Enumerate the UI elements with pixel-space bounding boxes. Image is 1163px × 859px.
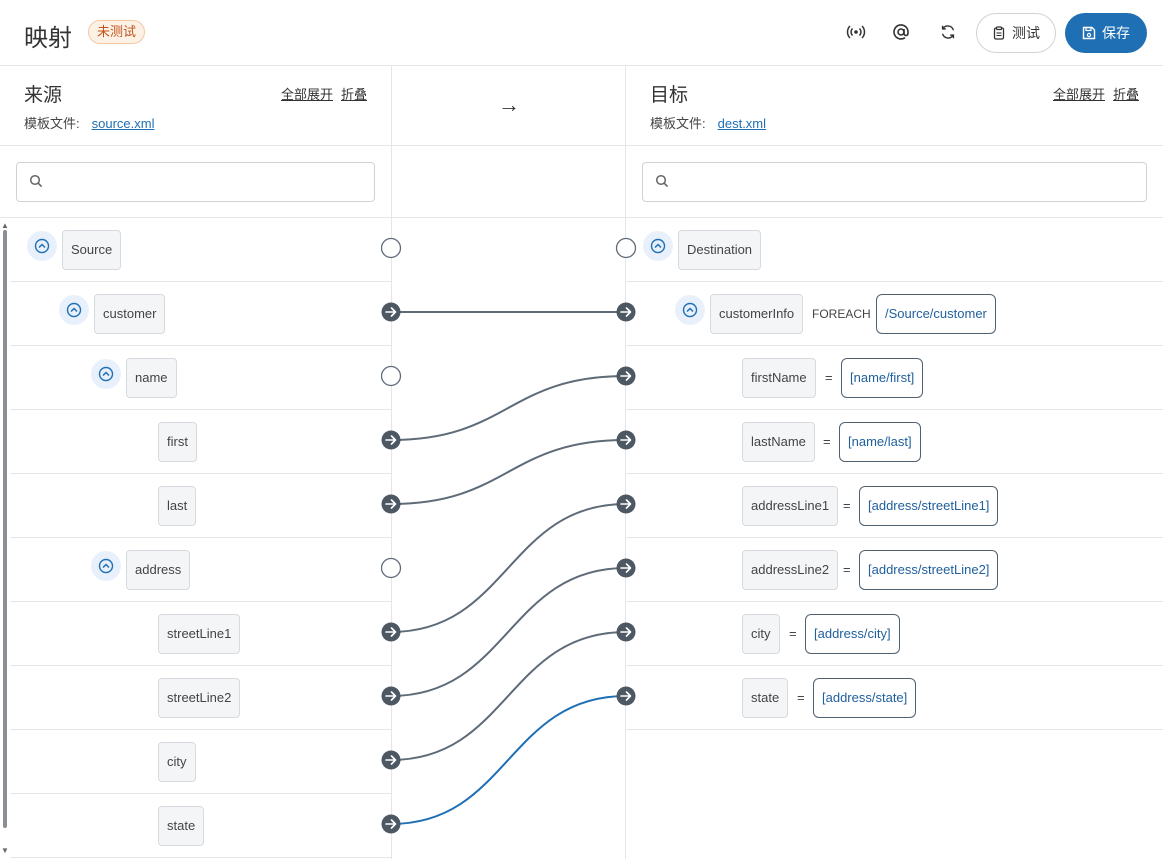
- target-node-addressline2[interactable]: addressLine2: [742, 550, 839, 590]
- at-sign-icon[interactable]: [889, 20, 913, 44]
- target-node-customerinfo[interactable]: customerInfo: [710, 294, 804, 334]
- connection-city-city: [390, 631, 627, 761]
- scroll-down-arrow[interactable]: ▼: [1, 846, 9, 855]
- mapping-expression[interactable]: [name/last]: [839, 422, 921, 462]
- source-node-name[interactable]: name: [126, 358, 177, 398]
- equals-sign: =: [797, 690, 805, 705]
- source-node-source[interactable]: Source: [62, 230, 122, 270]
- equals-sign: =: [843, 498, 851, 513]
- source-node-state[interactable]: state: [158, 806, 205, 846]
- source-search: [16, 162, 375, 202]
- connection-streetline2-addressline2: [390, 567, 627, 697]
- save-button-label: 保存: [1102, 25, 1130, 41]
- source-node-streetline1[interactable]: streetLine1: [158, 614, 241, 654]
- vertical-scrollbar[interactable]: [3, 230, 7, 828]
- source-expand-all-link[interactable]: 全部展开: [281, 87, 334, 102]
- scroll-up-arrow[interactable]: ▲: [1, 221, 9, 230]
- foreach-expression[interactable]: /Source/customer: [876, 294, 996, 334]
- section-divider: [0, 145, 1163, 146]
- port-target-city: [615, 621, 637, 643]
- target-template-link[interactable]: dest.xml: [717, 116, 767, 131]
- target-node-city[interactable]: city: [742, 614, 780, 654]
- connection-first-firstname: [390, 375, 627, 441]
- mapping-direction-arrow: →: [498, 92, 520, 117]
- source-node-last[interactable]: last: [158, 486, 197, 526]
- target-node-firstname[interactable]: firstName: [742, 358, 816, 398]
- mapping-expression[interactable]: [address/streetLine1]: [859, 486, 999, 526]
- collapse-toggle-icon[interactable]: [675, 295, 705, 325]
- target-node-destination[interactable]: Destination: [678, 230, 762, 270]
- app-header: 映射 未测试 测试 保存: [0, 0, 1163, 66]
- port-target-firstname: [615, 365, 637, 387]
- source-node-customer[interactable]: customer: [94, 294, 166, 334]
- save-button[interactable]: 保存: [1065, 13, 1147, 53]
- test-button-label: 测试: [1012, 25, 1040, 41]
- source-template-label: 模板文件:: [24, 116, 80, 131]
- source-search-input[interactable]: [53, 171, 339, 193]
- target-expand-all-link[interactable]: 全部展开: [1053, 87, 1106, 102]
- test-button[interactable]: 测试: [976, 13, 1056, 53]
- port-target-customerinfo: [615, 301, 637, 323]
- target-node-lastname[interactable]: lastName: [742, 422, 815, 462]
- page-title: 映射: [24, 25, 72, 52]
- target-search: [642, 162, 1147, 202]
- clipboard-icon: [993, 26, 1005, 40]
- source-node-first[interactable]: first: [158, 422, 197, 462]
- source-template-link[interactable]: source.xml: [91, 116, 155, 131]
- source-heading: 来源: [24, 85, 63, 106]
- target-node-addressline1[interactable]: addressLine1: [742, 486, 839, 526]
- section-divider: [0, 217, 1163, 218]
- status-badge: 未测试: [88, 20, 146, 44]
- collapse-toggle-icon[interactable]: [643, 231, 673, 261]
- column-divider: [625, 66, 626, 859]
- equals-sign: =: [843, 562, 851, 577]
- equals-sign: =: [825, 370, 833, 385]
- column-divider: [391, 66, 392, 859]
- collapse-toggle-icon[interactable]: [91, 551, 121, 581]
- target-template-row: 模板文件: dest.xml: [650, 113, 766, 132]
- target-search-input[interactable]: [679, 171, 1082, 193]
- collapse-toggle-icon[interactable]: [59, 295, 89, 325]
- refresh-icon[interactable]: [936, 20, 960, 44]
- search-icon: [29, 174, 43, 188]
- source-collapse-link[interactable]: 折叠: [341, 87, 368, 102]
- collapse-toggle-icon[interactable]: [27, 231, 57, 261]
- source-node-streetline2[interactable]: streetLine2: [158, 678, 241, 718]
- source-node-address[interactable]: address: [126, 550, 191, 590]
- port-target-addressline2: [615, 557, 637, 579]
- source-node-city[interactable]: city: [158, 742, 196, 782]
- broadcast-icon[interactable]: [844, 20, 868, 44]
- collapse-toggle-icon[interactable]: [91, 359, 121, 389]
- mapping-expression[interactable]: [address/streetLine2]: [859, 550, 999, 590]
- port-target-lastname: [615, 429, 637, 451]
- search-icon: [655, 174, 669, 188]
- equals-sign: =: [789, 626, 797, 641]
- target-node-state[interactable]: state: [742, 678, 789, 718]
- port-empty-destination: [615, 237, 637, 259]
- target-heading: 目标: [650, 85, 689, 106]
- mapping-expression[interactable]: [address/city]: [805, 614, 900, 654]
- port-target-state: [615, 685, 637, 707]
- floppy-disk-icon: [1082, 26, 1096, 40]
- mapping-expression[interactable]: [address/state]: [813, 678, 917, 718]
- connection-last-lastname: [390, 439, 627, 505]
- target-collapse-link[interactable]: 折叠: [1113, 87, 1140, 102]
- connection-state-state: [390, 695, 627, 825]
- foreach-label: FOREACH: [812, 307, 871, 321]
- connection-streetline1-addressline1: [390, 503, 627, 633]
- source-template-row: 模板文件: source.xml: [24, 113, 154, 132]
- target-template-label: 模板文件:: [650, 116, 706, 131]
- port-target-addressline1: [615, 493, 637, 515]
- equals-sign: =: [823, 434, 831, 449]
- mapping-expression[interactable]: [name/first]: [841, 358, 924, 398]
